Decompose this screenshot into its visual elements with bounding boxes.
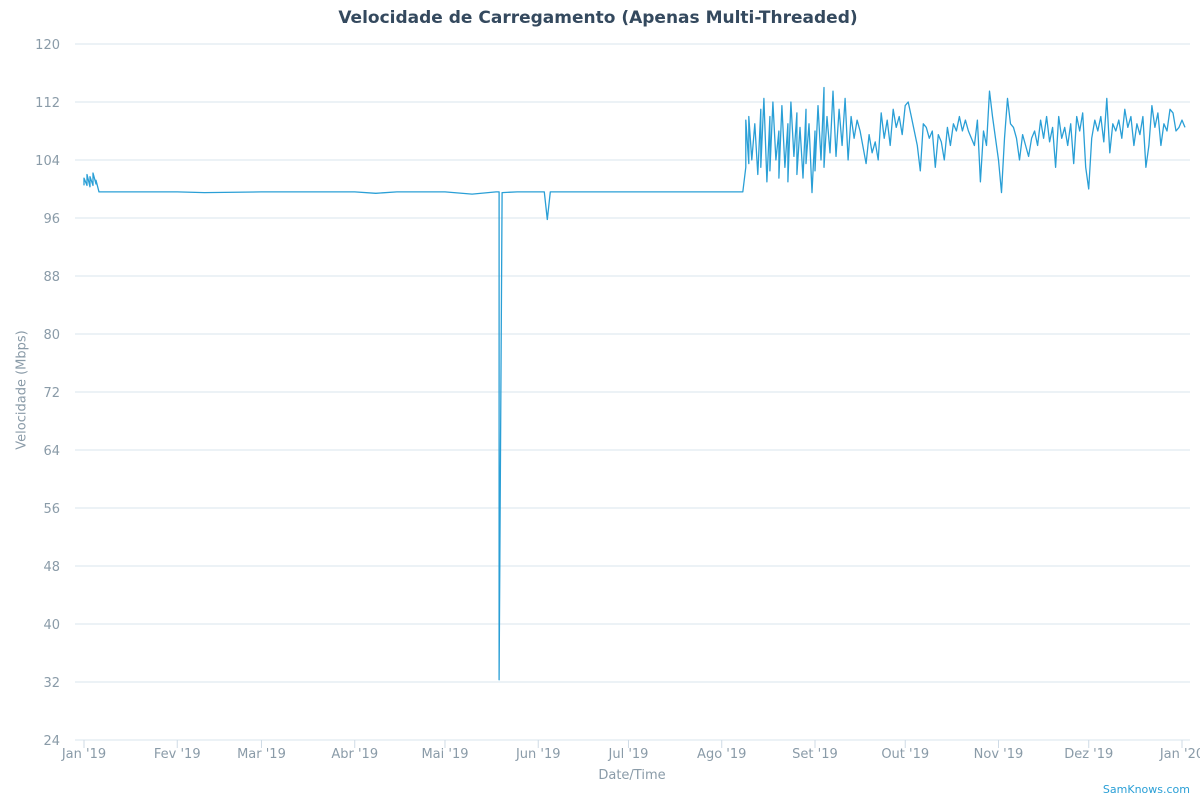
x-tick-label: Jul '19 — [608, 747, 649, 762]
x-tick-label: Ago '19 — [697, 747, 746, 762]
x-tick-label: Jan '20 — [1159, 747, 1200, 762]
series-group — [83, 86, 1186, 681]
x-tick-label: Fev '19 — [154, 747, 201, 762]
y-tick-label: 112 — [35, 96, 60, 111]
y-tick-label: 120 — [35, 38, 60, 53]
y-tick-label: 32 — [43, 676, 60, 691]
y-tick-label: 88 — [43, 270, 60, 285]
y-axis: 24 32 40 48 56 64 72 80 88 96 104 112 120 — [35, 38, 60, 749]
y-tick-label: 40 — [43, 618, 60, 633]
x-tick-label: Jan '19 — [61, 747, 106, 762]
y-tick-label: 48 — [43, 560, 60, 575]
x-axis: Jan '19 Fev '19 Mar '19 Abr '19 Mai '19 Jun '… — [61, 740, 1200, 762]
chart-title: Velocidade de Carregamento (Apenas Multi… — [338, 8, 858, 28]
x-axis-label: Date/Time — [598, 768, 666, 783]
x-tick-label: Dez '19 — [1064, 747, 1113, 762]
y-tick-label: 64 — [43, 444, 60, 459]
x-tick-label: Out '19 — [881, 747, 929, 762]
x-tick-label: Abr '19 — [331, 747, 378, 762]
x-tick-label: Jun '19 — [515, 747, 561, 762]
y-tick-label: 72 — [43, 386, 60, 401]
y-tick-label: 24 — [43, 734, 60, 749]
y-tick-label: 104 — [35, 154, 60, 169]
y-tick-label: 96 — [43, 212, 60, 227]
series-line — [83, 86, 1186, 681]
x-tick-label: Mai '19 — [421, 747, 468, 762]
gridlines — [75, 43, 1190, 741]
x-tick-label: Nov '19 — [974, 747, 1024, 762]
y-tick-label: 80 — [43, 328, 60, 343]
x-tick-label: Set '19 — [792, 747, 838, 762]
credit-link[interactable]: SamKnows.com — [1102, 783, 1190, 796]
y-tick-label: 56 — [43, 502, 60, 517]
x-tick-label: Mar '19 — [237, 747, 286, 762]
